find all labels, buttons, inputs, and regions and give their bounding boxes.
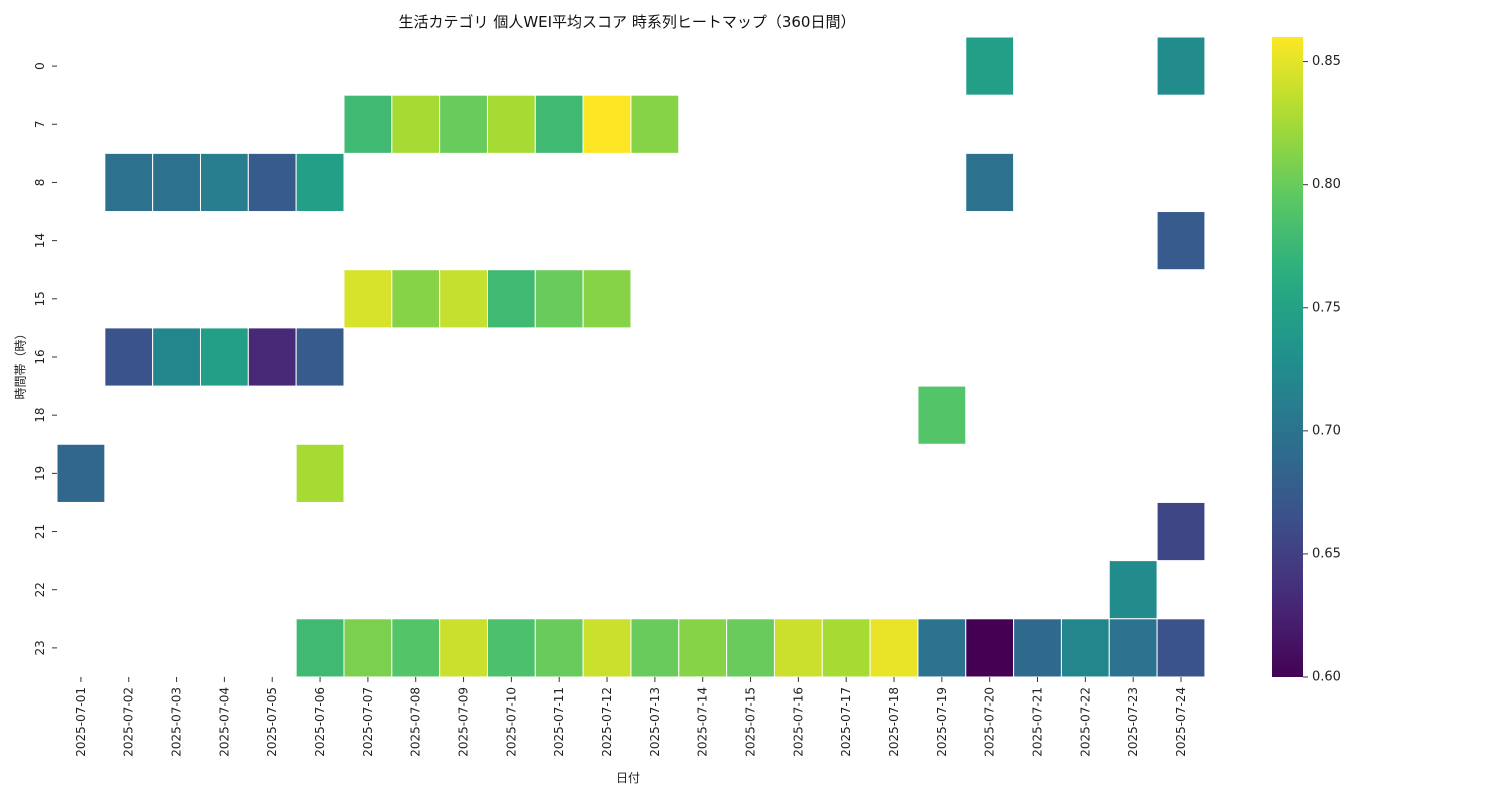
- heatmap-cell: [486, 618, 536, 678]
- heatmap-cell: [247, 327, 297, 387]
- x-tick-label: 2025-07-05: [265, 687, 279, 757]
- heatmap-cell: [582, 269, 632, 329]
- y-tick-label: 15: [33, 291, 47, 306]
- heatmap-cell: [1156, 36, 1206, 96]
- heatmap-cell: [199, 327, 249, 387]
- x-tick-label: 2025-07-10: [504, 687, 518, 757]
- colorbar-tick-label: 0.60: [1312, 670, 1341, 685]
- heatmap-cell: [726, 618, 775, 678]
- heatmap-cell: [1156, 618, 1206, 678]
- y-tick-label: 21: [33, 524, 47, 539]
- heatmap-cell: [1156, 501, 1206, 562]
- colorbar-tick-label: 0.80: [1312, 177, 1341, 192]
- x-tick-label: 2025-07-08: [409, 687, 423, 757]
- heatmap-cell: [965, 152, 1015, 213]
- heatmap-cell: [678, 618, 728, 678]
- y-tick-label: 22: [33, 582, 47, 597]
- y-tick-label: 16: [33, 349, 47, 364]
- x-tick-label: 2025-07-18: [887, 687, 901, 757]
- heatmap-cell: [1108, 560, 1158, 620]
- colorbar-tick-label: 0.85: [1312, 54, 1341, 69]
- y-tick-label: 18: [33, 408, 47, 423]
- colorbar-tick-label: 0.65: [1312, 546, 1341, 561]
- y-tick-label: 7: [33, 120, 47, 128]
- colorbar: [1272, 37, 1303, 677]
- heatmap-cell: [439, 618, 488, 678]
- heatmap-cell: [391, 618, 441, 678]
- x-tick-label: 2025-07-15: [744, 687, 758, 757]
- heatmap-cell: [1013, 618, 1062, 678]
- x-tick-label: 2025-07-16: [791, 687, 805, 757]
- heatmap-cell: [152, 327, 201, 387]
- x-tick-label: 2025-07-01: [74, 687, 88, 757]
- heatmap-cell: [1060, 618, 1110, 678]
- heatmap-cell: [295, 327, 345, 387]
- colorbar-tick-label: 0.70: [1312, 423, 1341, 438]
- heatmap-cell: [534, 269, 584, 329]
- x-tick-label: 2025-07-12: [600, 687, 614, 757]
- heatmap-cell: [486, 269, 536, 329]
- heatmap-cell: [391, 94, 441, 154]
- x-tick-label: 2025-07-09: [457, 687, 471, 757]
- y-tick-label: 14: [33, 233, 47, 248]
- heatmap-cell: [869, 618, 919, 678]
- x-tick-label: 2025-07-17: [839, 687, 853, 757]
- x-tick-label: 2025-07-13: [648, 687, 662, 757]
- heatmap-cell: [534, 618, 584, 678]
- heatmap-cell: [582, 618, 632, 678]
- x-tick-label: 2025-07-03: [170, 687, 184, 757]
- heatmap-cell: [630, 618, 680, 678]
- x-tick-label: 2025-07-04: [217, 687, 231, 757]
- x-tick-label: 2025-07-14: [696, 687, 710, 757]
- heatmap-cell: [391, 269, 441, 329]
- x-axis-label: 日付: [615, 771, 640, 785]
- y-tick-label: 19: [33, 466, 47, 481]
- heatmap-cell: [534, 94, 584, 154]
- heatmap-cell: [773, 618, 823, 678]
- heatmap-cell: [104, 327, 154, 387]
- y-tick-label: 0: [33, 62, 47, 70]
- heatmap-cell: [152, 152, 201, 213]
- heatmap-cell: [104, 152, 154, 213]
- heatmap-cell: [439, 269, 488, 329]
- x-tick-label: 2025-07-21: [1031, 687, 1045, 757]
- x-tick-label: 2025-07-22: [1078, 687, 1092, 757]
- x-tick-label: 2025-07-23: [1126, 687, 1140, 757]
- heatmap-cell: [821, 618, 871, 678]
- x-tick-label: 2025-07-07: [361, 687, 375, 757]
- heatmap-cell: [486, 94, 536, 154]
- heatmap-cell: [295, 152, 345, 213]
- heatmap-cell: [56, 443, 106, 503]
- heatmap-cell: [247, 152, 297, 213]
- chart-title: 生活カテゴリ 個人WEI平均スコア 時系列ヒートマップ（360日間）: [398, 13, 856, 31]
- heatmap-cell: [295, 443, 345, 503]
- y-tick-label: 23: [33, 640, 47, 655]
- heatmap-cell: [343, 269, 393, 329]
- x-tick-label: 2025-07-02: [122, 687, 136, 757]
- x-tick-label: 2025-07-19: [935, 687, 949, 757]
- heatmap-cell: [1108, 618, 1158, 678]
- heatmap-cell: [295, 618, 345, 678]
- colorbar-tick-label: 0.75: [1312, 300, 1341, 315]
- x-tick-label: 2025-07-24: [1174, 687, 1188, 757]
- heatmap-cell: [343, 94, 393, 154]
- heatmap-cell: [630, 94, 680, 154]
- x-tick-label: 2025-07-11: [552, 687, 566, 757]
- heatmap-cell: [199, 152, 249, 213]
- heatmap-cell: [917, 618, 967, 678]
- y-axis-label: 時間帯（時）: [13, 327, 28, 400]
- heatmap-cell: [343, 618, 393, 678]
- x-tick-label: 2025-07-06: [313, 687, 327, 757]
- heatmap-cell: [965, 618, 1015, 678]
- y-tick-label: 8: [33, 179, 47, 187]
- x-tick-label: 2025-07-20: [983, 687, 997, 757]
- heatmap-cell: [965, 36, 1015, 96]
- heatmap-cell: [439, 94, 488, 154]
- heatmap-cell: [582, 94, 632, 154]
- heatmap-cell: [1156, 211, 1206, 271]
- heatmap-cell: [917, 385, 967, 445]
